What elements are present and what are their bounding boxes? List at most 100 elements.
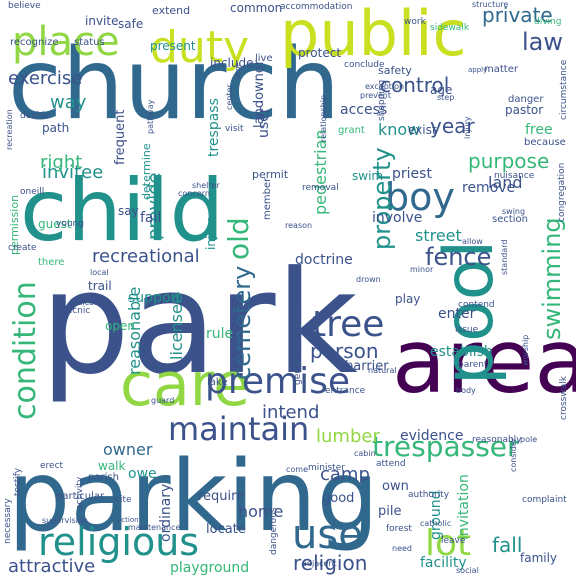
cloud-word-grant: grant [338, 125, 365, 136]
cloud-word-status: status [74, 37, 105, 48]
cloud-word-age: age [430, 83, 452, 97]
cloud-word-boy: boy [385, 175, 455, 219]
cloud-word-prevent: prevent [360, 91, 391, 100]
cloud-word-removal: removal [302, 183, 339, 193]
cloud-word-evidence: evidence [400, 428, 463, 444]
cloud-word-young: young [56, 219, 84, 229]
cloud-word-relationship: relationship [319, 95, 328, 142]
cloud-word-child: child [20, 161, 224, 261]
cloud-word-contend: contend [458, 300, 495, 310]
cloud-word-picnic: picnic [64, 306, 90, 316]
cloud-word-drown: drown [356, 275, 381, 284]
cloud-word-parent: parent [458, 360, 488, 370]
cloud-word-owe: owe [128, 466, 157, 482]
cloud-word-exercise: exercise [8, 68, 82, 89]
cloud-word-worship: worship [521, 335, 530, 366]
cloud-word-private: private [482, 3, 553, 27]
cloud-word-extend: extend [152, 4, 190, 17]
cloud-word-pastor: pastor [505, 103, 543, 117]
cloud-word-recreation: recreation [5, 109, 14, 150]
cloud-word-minister: minister [308, 463, 345, 473]
cloud-word-attractive: attractive [8, 556, 95, 576]
cloud-word-purpose: purpose [468, 149, 549, 173]
cloud-word-exist: exist [408, 123, 437, 137]
cloud-word-owner: owner [103, 440, 153, 459]
cloud-word-adjacent: adjacent [302, 559, 337, 568]
cloud-word-open: open [105, 319, 135, 333]
cloud-word-dangerous: dangerous [269, 507, 279, 555]
cloud-word-right: right [40, 152, 82, 173]
cloud-word-forest: forest [386, 524, 412, 534]
cloud-word-concern: concern [178, 189, 210, 198]
cloud-word-walk: walk [98, 459, 126, 473]
cloud-word-doctrine: doctrine [295, 252, 353, 268]
cloud-word-visit: visit [225, 124, 244, 134]
cloud-word-access: access [340, 102, 387, 118]
cloud-word-minor: minor [410, 265, 434, 274]
cloud-word-recreational: recreational [92, 246, 200, 267]
cloud-word-fence: fence [425, 243, 491, 271]
cloud-word-safety: safety [378, 64, 412, 77]
cloud-word-pool: pool [430, 240, 509, 385]
cloud-word-step: step [437, 93, 454, 102]
cloud-word-licensee: licensee [167, 294, 186, 360]
cloud-word-good: good [322, 491, 354, 506]
cloud-word-erect: erect [40, 461, 64, 471]
cloud-word-consider: consider [509, 437, 518, 472]
cloud-word-accommodation: accommodation [280, 2, 352, 12]
cloud-word-create: create [8, 243, 37, 253]
cloud-word-exception: exception [365, 82, 404, 91]
cloud-word-cemetery: cemetery [228, 266, 256, 380]
cloud-word-lumber: lumber [316, 426, 380, 447]
cloud-word-guest: guest [38, 217, 72, 231]
cloud-word-pole: pole [520, 435, 537, 444]
cloud-word-danger: danger [508, 94, 544, 105]
cloud-word-playground: playground [170, 560, 249, 576]
cloud-word-user: user [256, 107, 272, 138]
cloud-word-way: way [50, 92, 87, 113]
cloud-word-rule: rule [206, 326, 233, 342]
cloud-word-control: control [380, 73, 449, 97]
cloud-word-member: member [262, 177, 273, 220]
cloud-word-property: property [368, 147, 396, 250]
cloud-word-injury: injury [463, 116, 472, 139]
cloud-word-reasonable: reasonable [125, 287, 144, 375]
cloud-word-congregation: congregation [557, 163, 567, 222]
cloud-word-diving: diving [534, 17, 561, 27]
cloud-word-because: because [524, 137, 566, 148]
cloud-word-issue: issue [455, 325, 479, 335]
cloud-word-parking: parking [8, 440, 379, 554]
cloud-word-center: center [225, 84, 234, 110]
cloud-word-reason: reason [285, 221, 312, 230]
cloud-word-section: section [492, 214, 528, 225]
cloud-word-cabin: cabin [354, 449, 376, 458]
cloud-word-priest: priest [392, 166, 432, 182]
cloud-word-park: park [40, 241, 358, 406]
cloud-word-church: church [8, 28, 340, 142]
cloud-word-place: place [12, 19, 120, 65]
cloud-word-swim: swim [352, 169, 383, 183]
cloud-word-swing: swing [502, 207, 525, 216]
cloud-word-indicate: indicate [70, 298, 102, 307]
cloud-word-reasonably: reasonably [472, 435, 522, 445]
cloud-word-standard: standard [500, 240, 509, 275]
cloud-word-year: year [430, 114, 475, 138]
cloud-word-apply: apply [468, 66, 487, 74]
cloud-word-premise: premise [205, 361, 350, 402]
cloud-word-cite: cite [115, 495, 132, 505]
cloud-word-allow: allow [462, 237, 483, 246]
cloud-word-land: land [488, 173, 523, 192]
cloud-word-area: area [392, 310, 576, 413]
cloud-word-catholic: catholic [420, 519, 451, 528]
cloud-word-activity: activity [75, 476, 85, 510]
cloud-word-home: home [238, 502, 283, 521]
cloud-word-involve: involve [372, 210, 422, 226]
cloud-word-provide: provide [144, 172, 165, 240]
cloud-word-nuisance: nuisance [494, 171, 535, 181]
cloud-word-duty: duty [150, 22, 249, 73]
cloud-word-supervision: supervision [42, 516, 88, 525]
cloud-word-include: include [210, 56, 253, 70]
cloud-word-action: action [117, 516, 139, 524]
cloud-word-authority: authority [408, 490, 450, 500]
